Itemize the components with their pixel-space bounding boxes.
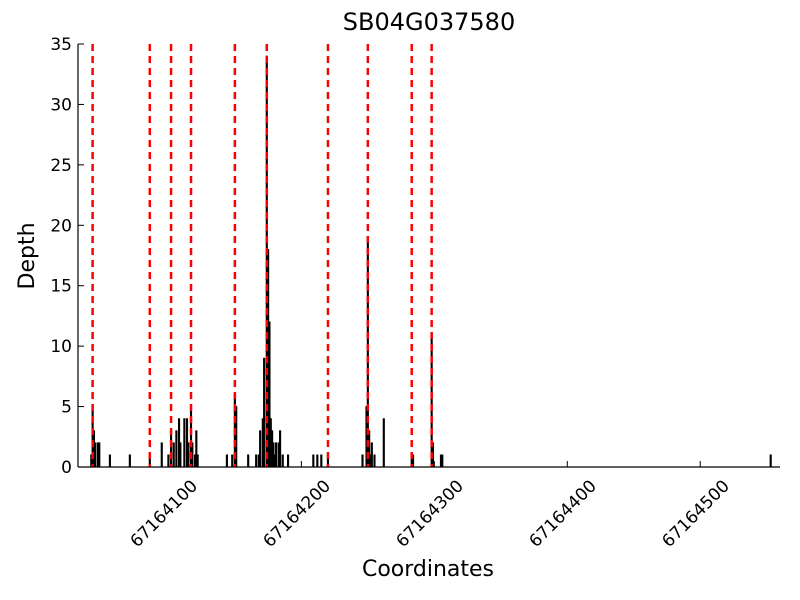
x-axis-label: Coordinates: [362, 557, 494, 582]
bar: [361, 454, 364, 468]
bar: [175, 430, 178, 468]
bar: [187, 442, 190, 468]
bar: [128, 454, 131, 468]
bar: [441, 454, 444, 468]
bar: [255, 454, 258, 468]
y-tick-label: 0: [61, 458, 72, 478]
bar: [170, 430, 173, 468]
bar: [179, 442, 182, 468]
y-tick-label: 15: [50, 277, 72, 297]
bar: [370, 442, 373, 468]
y-tick-label: 35: [50, 35, 72, 55]
y-tick-label: 5: [61, 398, 72, 418]
bar: [263, 357, 266, 468]
bar: [108, 454, 111, 468]
y-tick-label: 10: [50, 337, 72, 357]
y-tick-label: 25: [50, 156, 72, 176]
bar: [320, 454, 323, 468]
bar: [259, 430, 262, 468]
bar: [275, 442, 278, 468]
y-tick-label: 20: [50, 216, 72, 236]
bar: [183, 418, 186, 468]
x-tick-label: 67164200: [260, 476, 335, 551]
bar: [167, 454, 170, 468]
bar: [382, 418, 385, 468]
bar: [231, 454, 234, 468]
x-tick-label: 67164100: [127, 476, 202, 551]
bar: [196, 454, 199, 468]
bar: [172, 442, 175, 468]
y-tick-label: 30: [50, 95, 72, 115]
bar: [316, 454, 319, 468]
y-axis-label: Depth: [15, 222, 40, 289]
bar: [373, 454, 376, 468]
x-tick-label: 67164400: [525, 476, 600, 551]
bar: [287, 454, 290, 468]
bar: [94, 442, 97, 468]
bar: [312, 454, 315, 468]
x-tick-label: 67164500: [658, 476, 733, 551]
bar: [281, 454, 284, 468]
bar: [160, 442, 163, 468]
bar: [225, 454, 228, 468]
bar: [98, 442, 101, 468]
chart-title: SB04G037580: [343, 8, 515, 36]
bar: [279, 430, 282, 468]
bar: [247, 454, 250, 468]
bar: [769, 454, 772, 468]
x-tick-label: 67164300: [393, 476, 468, 551]
